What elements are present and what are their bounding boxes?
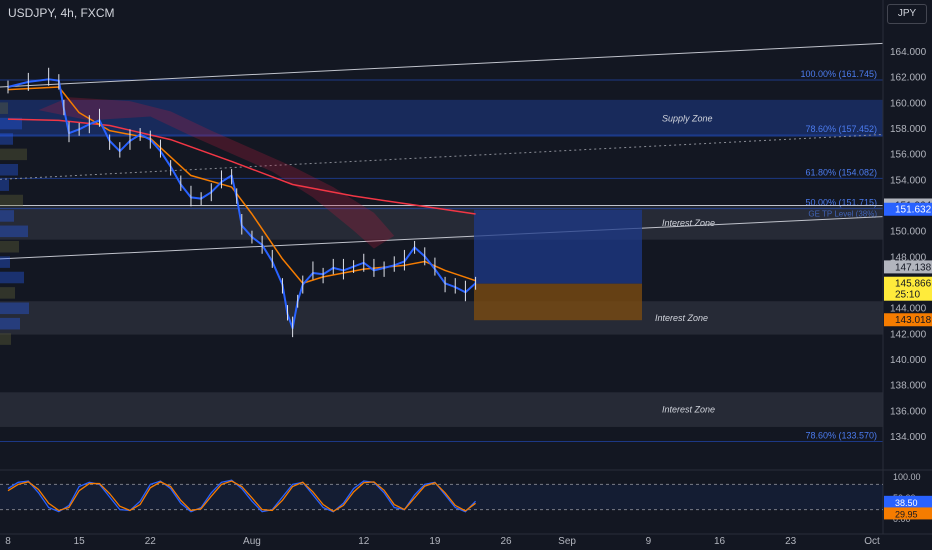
price-marker-label: 151.632 <box>895 205 932 216</box>
volume-profile-bar <box>0 102 8 114</box>
fib-overlap-label: GE TP Level (38%) <box>808 210 877 219</box>
x-tick-label: 22 <box>145 536 157 547</box>
zone-band <box>0 301 883 335</box>
x-tick-label: 16 <box>714 536 726 547</box>
fib-label: 61.80% (154.082) <box>805 167 877 177</box>
y-tick-label: 164.000 <box>890 47 927 58</box>
x-tick-label: 9 <box>646 536 652 547</box>
volume-profile-bar <box>0 256 10 268</box>
x-tick-label: 8 <box>5 536 11 547</box>
y-tick-label: 156.000 <box>890 150 927 161</box>
y-tick-label: 154.000 <box>890 175 927 186</box>
zone-label: Interest Zone <box>662 218 715 228</box>
y-tick-label: 150.000 <box>890 227 927 238</box>
oscillator-band <box>0 484 883 510</box>
ema-slow-line <box>7 118 476 215</box>
zone-label: Interest Zone <box>662 405 715 415</box>
y-tick-label: 134.000 <box>890 432 927 443</box>
price-marker <box>884 313 932 327</box>
volume-profile-bar <box>0 210 14 222</box>
fib-label: 50.00% (151.715) <box>805 198 877 208</box>
x-tick-label: 19 <box>429 536 441 547</box>
stop-loss-box <box>474 283 642 321</box>
price-marker <box>884 260 932 274</box>
x-tick-label: Oct <box>864 536 880 547</box>
volume-profile-bar <box>0 179 9 191</box>
y-tick-label: 136.000 <box>890 406 927 417</box>
volume-profile-bar <box>0 287 15 299</box>
x-tick-label: Sep <box>558 536 576 547</box>
volume-profile-bar <box>0 317 20 330</box>
y-tick-label: 158.000 <box>890 124 927 135</box>
channel-bottom-line <box>0 216 884 260</box>
currency-button[interactable]: JPY <box>887 4 927 24</box>
oscillator-line <box>7 479 477 513</box>
zone-label: Interest Zone <box>655 313 708 323</box>
oscillator-tick: 100.00 <box>893 472 921 482</box>
volume-profile-bar <box>0 148 27 161</box>
cloud-band <box>38 97 395 249</box>
fib-label: 78.60% (157.452) <box>805 124 877 134</box>
volume-profile-bar <box>0 117 22 130</box>
y-tick-label: 160.000 <box>890 98 927 109</box>
volume-profile-bar <box>0 133 13 145</box>
oscillator-marker <box>884 495 932 508</box>
chart-title: USDJPY, 4h, FXCM <box>8 6 115 20</box>
y-tick-label: 138.000 <box>890 381 927 392</box>
x-tick-label: 12 <box>358 536 370 547</box>
zone-band <box>0 206 883 240</box>
x-tick-label: Aug <box>243 536 261 547</box>
channel-top-line <box>0 42 884 88</box>
y-tick-label: 142.000 <box>890 329 927 340</box>
price-marker-label: 147.138 <box>895 262 932 273</box>
volume-profile-bar <box>0 271 24 284</box>
volume-profile-bar <box>0 225 28 238</box>
price-marker-label: 145.866 <box>895 279 932 290</box>
price-marker <box>884 202 932 216</box>
oscillator-line <box>7 480 476 513</box>
y-tick-label: 144.000 <box>890 304 927 315</box>
volume-profile-bar <box>0 333 11 345</box>
fib-label: 100.00% (161.745) <box>800 69 877 79</box>
channel-mid-line <box>0 133 884 180</box>
countdown-marker <box>884 288 932 301</box>
volume-profile-bar <box>0 194 23 207</box>
price-marker-label: 143.018 <box>895 315 932 326</box>
x-tick-label: 26 <box>501 536 513 547</box>
price-marker <box>884 276 932 290</box>
volume-profile-bar <box>0 302 29 315</box>
take-profit-box <box>474 209 642 284</box>
price-axis-panel <box>883 0 932 550</box>
zone-band <box>0 99 883 138</box>
fib-label: 78.60% (133.570) <box>805 430 877 440</box>
oscillator-marker-label: 38.50 <box>895 498 918 508</box>
countdown-label: 25:10 <box>895 290 920 301</box>
oscillator-marker <box>884 507 932 520</box>
y-tick-label: 140.000 <box>890 355 927 366</box>
oscillator-marker-label: 29.95 <box>895 509 918 519</box>
x-tick-label: 15 <box>74 536 86 547</box>
x-tick-label: 23 <box>785 536 797 547</box>
volume-profile-bar <box>0 240 19 253</box>
zone-label: Supply Zone <box>662 113 713 123</box>
zone-band <box>0 392 883 427</box>
volume-profile-bar <box>0 163 18 176</box>
y-tick-label: 162.000 <box>890 73 927 84</box>
y-tick-label: 148.000 <box>890 252 927 263</box>
